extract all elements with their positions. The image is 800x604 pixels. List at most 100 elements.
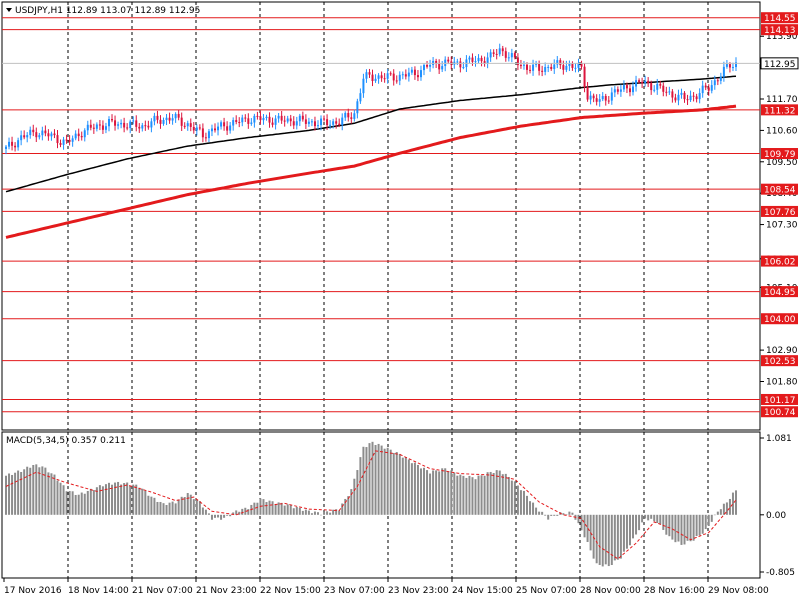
candle-body (101, 125, 104, 130)
x-tick-label: 29 Nov 08:00 (708, 586, 769, 596)
macd-bar (429, 473, 432, 515)
macd-bar (519, 490, 522, 515)
candle-body (671, 91, 674, 98)
current-price-label: 112.95 (764, 60, 796, 70)
macd-bar (450, 470, 453, 515)
candle-body (338, 123, 341, 126)
candle-body (480, 57, 483, 62)
candle-body (628, 88, 631, 93)
level-label: 106.02 (764, 258, 796, 268)
candle-body (38, 135, 41, 138)
candle-body (689, 95, 692, 101)
macd-bar (86, 490, 89, 515)
candle-body (386, 73, 389, 79)
macd-bar (332, 509, 335, 515)
candle-body (5, 146, 7, 149)
candle-body (111, 119, 114, 121)
macd-bar (147, 495, 150, 515)
candle-body (601, 96, 604, 100)
candle-body (117, 124, 120, 126)
macd-bar (435, 470, 438, 515)
candle-body (71, 138, 74, 142)
macd-bar (492, 473, 495, 515)
time-axis-ticks: 17 Nov 2016 18 Nov 14:00 21 Nov 07:00 21 No… (3, 578, 769, 596)
macd-bar (214, 514, 217, 518)
candle-body (350, 117, 353, 119)
candle-body (501, 48, 504, 52)
macd-bar (707, 514, 710, 526)
macd-bar (713, 514, 716, 516)
candle-body (398, 74, 401, 81)
macd-bar (571, 512, 574, 515)
candle-body (504, 51, 507, 58)
candle-body (471, 57, 474, 62)
macd-bar (344, 498, 347, 515)
macd-bar (577, 514, 580, 524)
candle-body (20, 135, 23, 141)
macd-bar (622, 514, 625, 552)
candle-body (292, 121, 295, 126)
macd-bar (335, 509, 338, 515)
candle-body (459, 61, 462, 68)
candle-body (662, 85, 665, 92)
macd-bar (686, 514, 689, 541)
level-label-bg (761, 313, 798, 325)
macd-bar (656, 514, 659, 524)
candle-body (198, 127, 201, 129)
candle-body (186, 123, 189, 127)
candle-body (704, 85, 707, 88)
candle-body (210, 128, 213, 132)
macd-title: MACD(5,34,5) 0.357 0.211 (6, 436, 126, 446)
macd-bar (507, 476, 510, 515)
macd-bar (650, 514, 653, 519)
candle-body (89, 124, 92, 128)
macd-bar (217, 514, 220, 518)
triangle-down-icon[interactable] (6, 8, 12, 12)
candle-body (271, 122, 274, 125)
macd-bar (380, 445, 383, 515)
macd-bar (653, 514, 656, 522)
moving-averages (5, 75, 737, 239)
level-labels: 114.55 114.13 111.32 109.79 108.54 107.76 106.… (761, 12, 798, 418)
price-chart-title: USDJPY,H1 112.89 113.07 112.89 112.95 (15, 6, 200, 16)
candle-body (538, 63, 541, 71)
macd-bar (329, 512, 332, 515)
candle-body (638, 80, 641, 82)
candle-body (456, 61, 459, 63)
macd-bar (701, 514, 704, 534)
candle-body (59, 143, 62, 145)
macd-bar (447, 471, 450, 515)
candle-body (410, 69, 413, 73)
candle-body (344, 112, 347, 118)
candle-body (665, 91, 668, 93)
macd-bar (17, 470, 20, 515)
macd-bar (165, 504, 168, 515)
level-label: 101.17 (764, 396, 796, 406)
macd-bar (83, 493, 86, 515)
candle-body (262, 118, 265, 121)
macd-bar (583, 514, 586, 538)
candle-body (698, 93, 701, 100)
macd-bar (453, 472, 456, 515)
macd-bar (662, 514, 665, 530)
macd-bar (374, 444, 377, 515)
macd-bar (26, 466, 29, 515)
candle-body (589, 95, 592, 100)
macd-bar (368, 443, 371, 515)
candle-body (177, 113, 180, 118)
candle-body (441, 66, 444, 70)
candle-body (223, 122, 226, 127)
macd-bar (698, 514, 701, 536)
macd-bar (419, 468, 422, 515)
macd-bar (241, 508, 244, 515)
price-pane-frame (1, 1, 761, 431)
macd-bar (607, 514, 610, 567)
macd-bar (565, 514, 568, 515)
macd-bar (247, 509, 250, 515)
macd-bar (362, 446, 365, 515)
macd-bar (141, 488, 144, 515)
macd-bar (320, 514, 323, 516)
candle-body (416, 75, 419, 78)
